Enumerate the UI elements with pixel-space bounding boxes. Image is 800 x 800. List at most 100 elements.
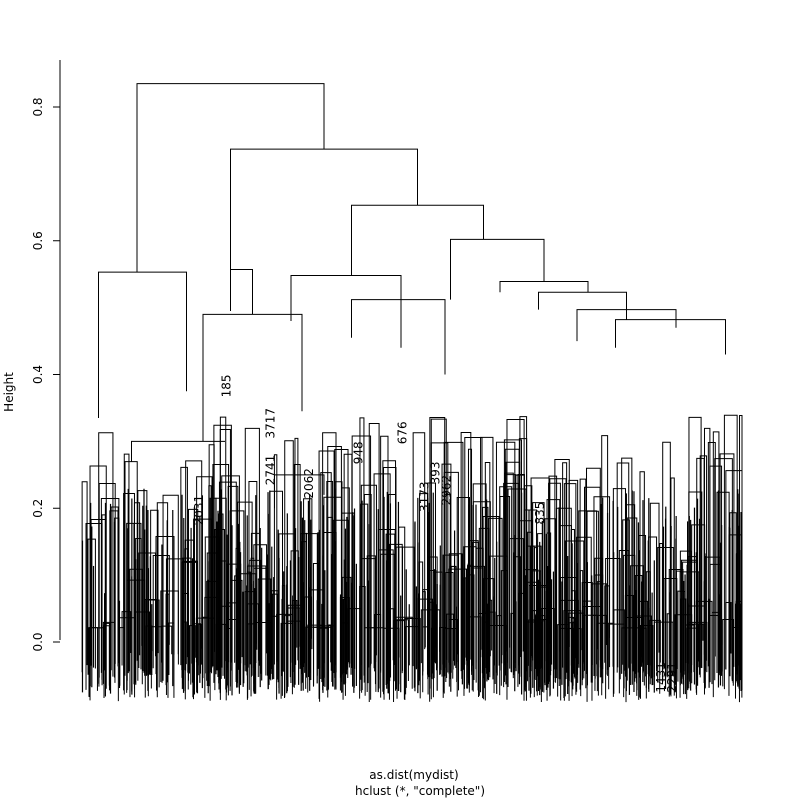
y-tick-label: 0.2 xyxy=(31,499,45,518)
dendrogram-link xyxy=(351,299,446,375)
cluster-link xyxy=(85,523,103,690)
leaf-label: 2741 xyxy=(264,455,278,486)
leaf-label: 676 xyxy=(396,421,410,444)
cluster-link xyxy=(499,486,513,696)
cluster-link xyxy=(293,464,301,688)
leaf-label: 2062 xyxy=(302,468,316,499)
leaf-label: 3717 xyxy=(264,408,278,439)
cluster-link xyxy=(480,436,494,693)
cluster-link xyxy=(630,565,645,685)
y-axis: 0.0 0.2 0.4 0.6 0.8 xyxy=(31,60,61,652)
cluster-link xyxy=(659,542,663,694)
cluster-link xyxy=(123,453,130,695)
cluster-link xyxy=(419,493,428,681)
cluster-link xyxy=(110,506,119,671)
leaf-label: 185 xyxy=(220,375,234,398)
cluster-link xyxy=(160,590,179,683)
cluster-link xyxy=(138,552,156,669)
dendrogram-link xyxy=(202,313,303,442)
cluster-link xyxy=(412,432,426,667)
leaf-label: 1431 xyxy=(654,662,668,693)
leaf-label: 948 xyxy=(352,441,366,464)
cluster-link xyxy=(578,510,598,668)
cluster-link xyxy=(584,486,601,671)
cluster-link xyxy=(98,482,116,678)
cluster-link xyxy=(98,432,114,684)
cluster-link xyxy=(564,540,585,697)
dendrogram-link xyxy=(131,440,225,462)
cluster-link xyxy=(482,506,489,699)
cluster-link xyxy=(699,455,708,678)
cluster-link xyxy=(579,478,587,690)
dendrogram-link xyxy=(136,83,325,273)
cluster-link xyxy=(593,496,611,677)
cluster-link xyxy=(562,462,568,668)
leaf-labels: 1853717274129623173393676948206283514312… xyxy=(192,375,679,693)
cluster-link xyxy=(244,427,260,672)
cluster-link xyxy=(229,510,245,691)
cluster-link xyxy=(618,550,630,694)
cluster-link xyxy=(398,526,406,691)
cluster-link xyxy=(563,483,577,701)
cluster-link xyxy=(639,625,654,699)
dendrogram-tree xyxy=(98,83,726,509)
dendrogram-link xyxy=(450,238,545,300)
cluster-link xyxy=(257,578,272,678)
x-axis-label: as.dist(mydist) xyxy=(369,768,458,782)
cluster-link xyxy=(327,624,332,685)
dendrogram-link xyxy=(576,309,677,342)
dendrogram-link xyxy=(499,281,589,293)
cluster-link xyxy=(596,581,601,692)
y-axis-label: Height xyxy=(2,372,16,412)
cluster-link xyxy=(100,497,120,673)
cluster-link xyxy=(697,623,704,668)
chart-subtitle: hclust (*, "complete") xyxy=(355,784,485,798)
cluster-link xyxy=(464,436,483,665)
y-tick-label: 0.6 xyxy=(31,231,45,250)
leaf-clusters xyxy=(81,414,743,703)
dendrogram-link xyxy=(351,204,484,276)
y-tick-label: 0.4 xyxy=(31,365,45,384)
cluster-link xyxy=(124,461,138,676)
cluster-link xyxy=(121,611,132,666)
dendrogram-link xyxy=(230,148,418,270)
cluster-link xyxy=(725,470,743,670)
dendrogram-link xyxy=(98,271,187,418)
cluster-link xyxy=(504,474,517,673)
cluster-link xyxy=(500,570,509,686)
cluster-link xyxy=(284,440,294,698)
cluster-link xyxy=(707,442,716,667)
dendrogram-link xyxy=(615,319,726,355)
y-tick-label: 0.8 xyxy=(31,97,45,116)
cluster-link xyxy=(363,494,372,676)
cluster-link xyxy=(327,445,342,698)
cluster-link xyxy=(208,444,215,674)
cluster-link xyxy=(320,472,332,680)
leaf-label: 2031 xyxy=(192,495,206,526)
cluster-link xyxy=(478,527,490,696)
leaf-label: 393 xyxy=(429,461,443,484)
cluster-link xyxy=(608,623,625,690)
leaf-label: 3173 xyxy=(418,482,432,513)
leaf-label: 835 xyxy=(533,502,547,525)
cluster-link xyxy=(566,628,582,673)
leaf-label: 2291 xyxy=(665,662,679,693)
cluster-link xyxy=(484,462,491,701)
cluster-link xyxy=(273,454,278,665)
cluster-link xyxy=(212,463,230,667)
dendrogram-link xyxy=(290,275,402,348)
cluster-link xyxy=(506,419,525,700)
leaf-label: 2962 xyxy=(440,475,454,506)
cluster-link xyxy=(388,494,397,694)
dendrogram-link xyxy=(230,269,253,315)
cluster-link xyxy=(370,627,385,700)
y-ticks: 0.0 0.2 0.4 0.6 0.8 xyxy=(31,97,60,652)
cluster-link xyxy=(185,460,203,671)
dendrogram-link xyxy=(538,291,627,320)
cluster-link xyxy=(162,494,179,681)
cluster-link xyxy=(725,601,732,669)
cluster-link xyxy=(460,432,472,672)
cluster-link xyxy=(430,418,447,678)
cluster-link xyxy=(196,476,213,693)
